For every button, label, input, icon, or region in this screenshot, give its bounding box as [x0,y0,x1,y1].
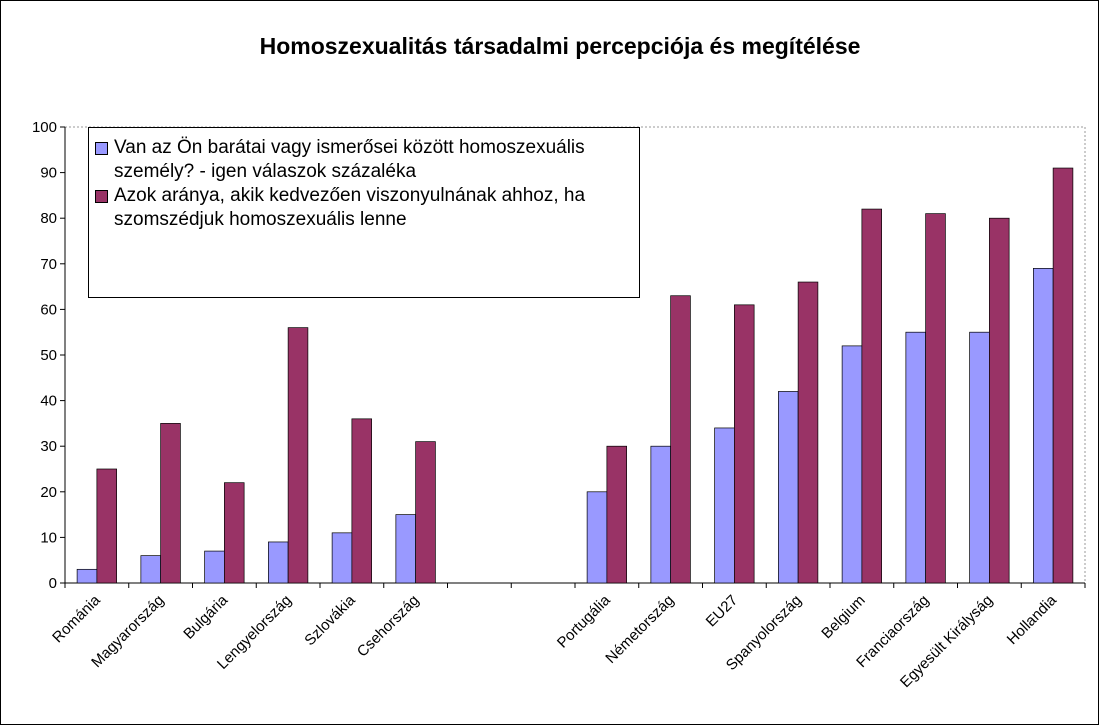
legend-swatch [95,142,108,155]
x-tick-label: Bulgária [180,591,231,642]
x-tick-label: Portugália [554,591,614,651]
bar [670,295,691,584]
x-tick-label: EU27 [703,592,742,631]
bar [268,541,289,584]
legend-label: Van az Ön barátai vagy ismerősei között … [114,137,585,182]
bar [224,482,245,584]
bar [76,568,98,584]
y-tick-label: 100 [32,119,57,136]
legend-item: Van az Ön barátai vagy ismerősei között … [95,136,633,184]
y-tick-label: 50 [40,347,57,364]
bar [650,445,671,584]
bar [140,555,161,584]
legend-item: Azok aránya, akik kedvezően viszonyulnán… [95,184,633,232]
y-tick-label: 0 [49,575,57,592]
bar [204,550,225,584]
bar [905,331,926,584]
bar [714,427,735,584]
bar [925,213,946,584]
bar [841,345,863,584]
bar [734,304,755,584]
y-tick-label: 80 [40,210,57,227]
y-tick-label: 20 [40,484,57,501]
bar [778,391,799,584]
bar [586,491,608,584]
chart-title: Homoszexualitás társadalmi percepciója é… [260,33,861,59]
legend-label: Azok aránya, akik kedvezően viszonyulnán… [114,185,586,230]
y-tick-label: 40 [40,393,57,410]
legend-swatch [95,190,108,203]
bar [96,468,117,584]
legend: Van az Ön barátai vagy ismerősei között … [88,127,640,298]
x-tick-label: Belgium [818,592,868,642]
y-tick-label: 90 [40,165,57,182]
x-tick-label: Hollandia [1004,591,1061,648]
y-tick-label: 60 [40,301,57,318]
y-tick-label: 10 [40,529,57,546]
bar [797,281,819,584]
bar [989,217,1010,584]
bar [969,331,990,584]
bar [351,418,372,584]
bar [1052,167,1074,584]
x-tick-label: Szlovákia [301,591,359,649]
x-tick-label: Csehország [354,592,423,661]
bar [395,514,416,584]
bar [331,532,353,584]
bar [606,445,627,584]
bar [1033,268,1054,584]
bar [861,208,882,584]
y-tick-label: 30 [40,438,57,455]
bar [160,423,181,584]
x-tick-label: Románia [49,591,104,646]
bar [287,327,309,584]
x-tick-label: Németország [602,592,677,667]
y-tick-label: 70 [40,256,57,273]
bar [415,441,436,584]
